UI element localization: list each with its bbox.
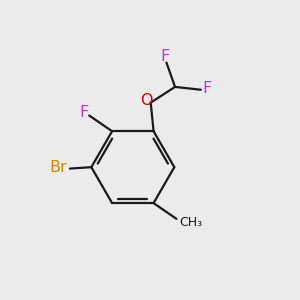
Text: CH₃: CH₃ (179, 216, 202, 229)
Text: F: F (80, 105, 89, 120)
Text: F: F (160, 49, 169, 64)
Text: F: F (202, 81, 212, 96)
Text: Br: Br (49, 160, 67, 175)
Text: O: O (140, 93, 153, 108)
